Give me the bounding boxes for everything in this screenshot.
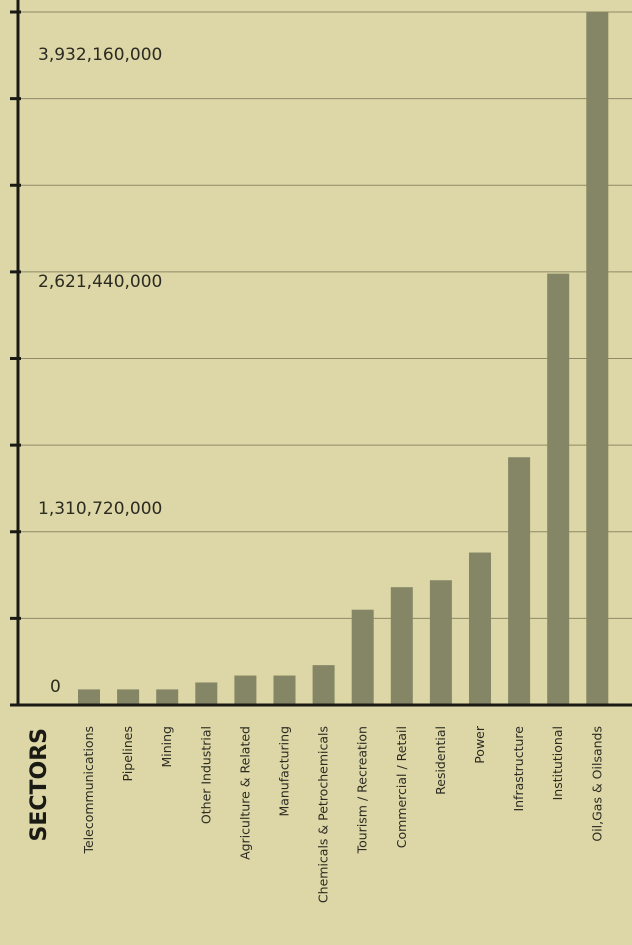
x-tick-label: Tourism / Recreation: [355, 726, 370, 854]
y-tick-marks: [10, 10, 21, 707]
gridlines: [18, 11, 632, 619]
x-tick-label: Chemicals & Petrochemicals: [316, 726, 331, 903]
bars: [78, 12, 609, 705]
y-tick-label: 2,621,440,000: [38, 272, 162, 292]
x-tick-label: Oil,Gas & Oilsands: [589, 726, 604, 842]
x-tick-labels: Telecommunications Pipelines Mining Other I…: [81, 725, 604, 903]
bar: [234, 675, 257, 705]
x-tick-label: Infrastructure: [511, 726, 526, 812]
x-tick-label: Power: [472, 725, 487, 764]
y-tick-label: 3,932,160,000: [38, 45, 162, 65]
bar: [312, 665, 335, 705]
bar: [78, 689, 100, 705]
bar: [390, 587, 413, 705]
x-tick-label: Pipelines: [120, 726, 135, 781]
bar: [586, 12, 609, 705]
bar: [429, 580, 452, 705]
x-tick-label: Residential: [433, 726, 448, 795]
x-tick-label: Agriculture & Related: [237, 726, 252, 860]
bar: [508, 457, 531, 705]
y-tick-label: 0: [50, 677, 61, 697]
bar: [273, 675, 296, 705]
bar: [547, 273, 570, 705]
x-axis-title: SECTORS: [27, 728, 52, 842]
y-tick-labels: 0 1,310,720,000 2,621,440,000 3,932,160,000: [38, 45, 162, 697]
x-tick-label: Telecommunications: [81, 726, 96, 855]
bar: [195, 682, 218, 705]
x-tick-label: Institutional: [550, 726, 565, 800]
bar: [117, 689, 140, 705]
x-tick-label: Other Industrial: [198, 726, 213, 824]
x-tick-label: Mining: [159, 726, 174, 768]
y-tick-label: 1,310,720,000: [38, 499, 162, 519]
bar: [351, 609, 374, 705]
bar: [469, 552, 491, 705]
axes: [16, 0, 632, 707]
x-tick-label: Manufacturing: [277, 726, 292, 817]
x-tick-label: Commercial / Retail: [394, 726, 409, 848]
bar: [156, 689, 179, 705]
